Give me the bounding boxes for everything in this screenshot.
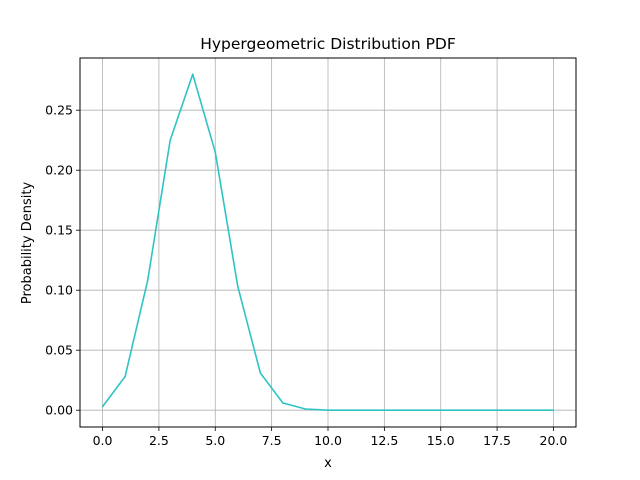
data-point (417, 409, 419, 412)
y-tick-label: 0.15 (45, 223, 73, 238)
data-point (485, 409, 487, 412)
data-point (146, 279, 149, 282)
y-tick-label: 0.05 (45, 343, 73, 358)
y-tick-label: 0.00 (45, 403, 73, 418)
y-tick-label: 0.25 (45, 103, 73, 118)
data-point (439, 409, 442, 412)
x-tick-label: 15.0 (427, 433, 455, 448)
x-axis-label: x (324, 456, 332, 471)
data-point (462, 409, 465, 412)
x-tick-label: 7.5 (262, 433, 282, 448)
data-point (304, 408, 307, 410)
data-point (124, 375, 126, 378)
x-tick-label: 0.0 (93, 433, 113, 448)
chart-title: Hypergeometric Distribution PDF (200, 35, 456, 53)
data-point (282, 402, 284, 404)
data-point (394, 409, 397, 412)
x-tick-label: 12.5 (370, 433, 398, 448)
data-point (101, 405, 104, 408)
y-tick-label: 0.20 (45, 163, 73, 178)
data-point (237, 285, 239, 288)
data-point (349, 409, 352, 412)
data-point (372, 409, 374, 412)
x-axis: 0.0 2.5 5.0 7.5 10.0 12.5 15.0 17.5 20.0 (93, 427, 568, 448)
series-layer (101, 73, 555, 412)
x-tick-label: 17.5 (483, 433, 511, 448)
grid (80, 58, 576, 427)
data-point (507, 409, 510, 412)
data-point (214, 151, 217, 153)
data-point (327, 409, 329, 412)
x-tick-label: 5.0 (205, 433, 225, 448)
x-tick-label: 10.0 (314, 433, 342, 448)
y-tick-label: 0.10 (45, 283, 73, 298)
data-point (530, 409, 532, 412)
data-point (169, 139, 171, 141)
x-tick-label: 20.0 (540, 433, 568, 448)
y-axis-label: Probability Density (20, 182, 35, 305)
data-point (259, 372, 262, 374)
data-point (552, 409, 555, 412)
data-point (191, 73, 194, 75)
y-axis: 0.00 0.05 0.10 0.15 0.20 0.25 (45, 103, 80, 418)
x-tick-label: 2.5 (149, 433, 169, 448)
